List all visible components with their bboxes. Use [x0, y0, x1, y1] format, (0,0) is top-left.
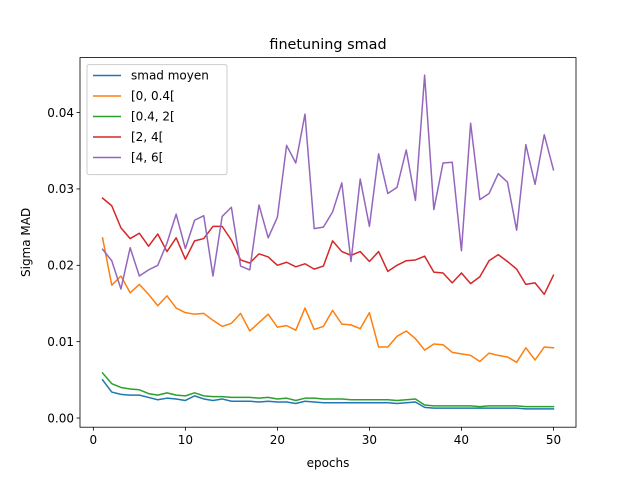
legend: smad moyen [0, 0.4[ [0.4, 2[ [2, 4[ [4, 6[: [86, 64, 228, 176]
legend-items: smad moyen [0, 0.4[ [0.4, 2[ [2, 4[ [4, 6[: [93, 69, 209, 165]
x-tick-label: 40: [454, 433, 469, 447]
y-tick-label: 0.02: [47, 259, 74, 273]
x-tick-label: 20: [270, 433, 285, 447]
y-tick-label: 0.01: [47, 335, 74, 349]
x-tick-label: 50: [546, 433, 561, 447]
y-axis-ticks: 0.00 0.01 0.02 0.03 0.04: [47, 106, 80, 425]
series-line-2: [101, 371, 555, 408]
series-line-4: [101, 74, 555, 290]
y-tick-label: 0.03: [47, 182, 74, 196]
chart-title: finetuning smad: [269, 37, 386, 53]
x-axis-ticks: 0 10 20 30 40 50: [90, 427, 561, 447]
legend-label-0: smad moyen: [131, 69, 209, 83]
legend-box: [86, 64, 228, 176]
legend-label-3: [2, 4[: [131, 130, 163, 144]
y-tick-label: 0.00: [47, 411, 74, 425]
x-axis-label: epochs: [307, 456, 350, 470]
legend-label-2: [0.4, 2[: [131, 110, 175, 124]
x-tick-label: 10: [178, 433, 193, 447]
series-line-3: [101, 197, 555, 296]
y-axis-label: Sigma MAD: [19, 208, 33, 277]
plot-frame: [79, 57, 577, 428]
series-line-1: [101, 236, 555, 364]
series-lines: [101, 74, 555, 410]
series-line-0: [101, 378, 555, 410]
x-tick-label: 30: [362, 433, 377, 447]
x-tick-label: 0: [90, 433, 98, 447]
y-tick-label: 0.04: [47, 106, 74, 120]
legend-label-4: [4, 6[: [131, 151, 163, 165]
legend-label-1: [0, 0.4[: [131, 89, 175, 103]
